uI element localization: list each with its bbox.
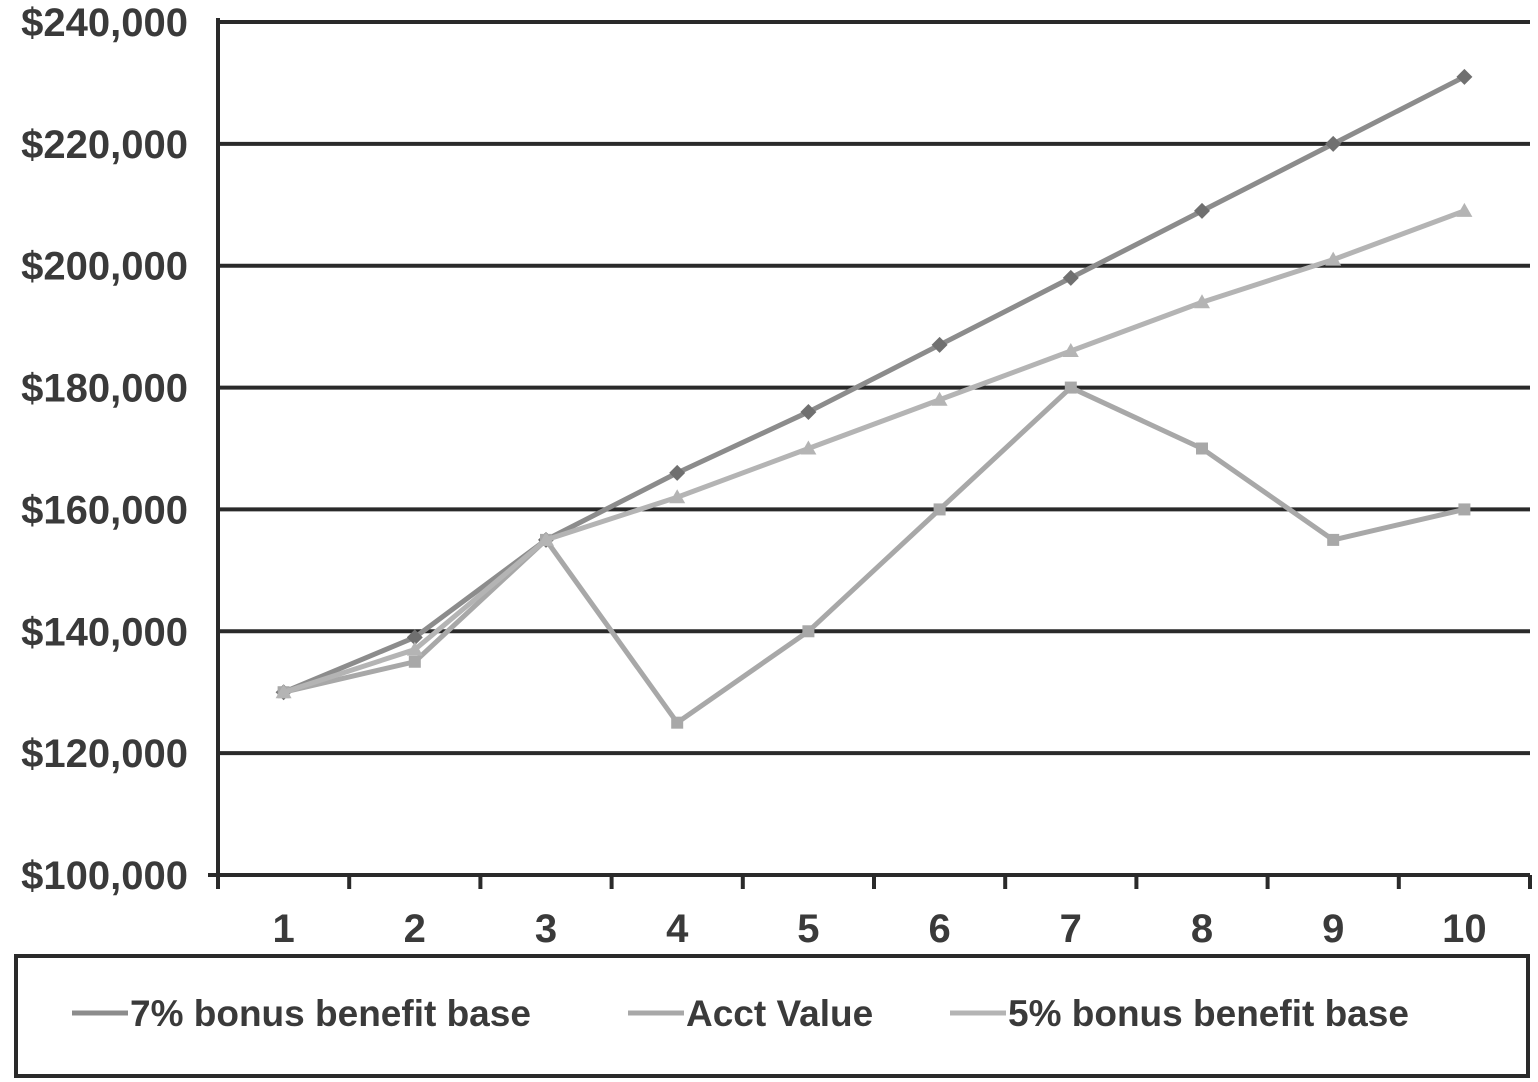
- y-axis-tick-labels: $100,000 $120,000 $140,000 $160,000 $180,000…: [21, 1, 188, 898]
- series-2: [277, 381, 1471, 729]
- data-point: [1325, 251, 1342, 266]
- y-tick-label: $140,000: [21, 610, 188, 654]
- x-axis-tick-labels: 1 2 3 4 5 6 7 8 9 10: [272, 907, 1486, 951]
- x-tick-label: 6: [928, 907, 950, 951]
- x-tick-label: 10: [1442, 907, 1487, 951]
- legend-item: Acct Value: [628, 993, 873, 1034]
- data-point: [1194, 202, 1210, 219]
- data-point: [931, 336, 948, 353]
- data-point: [1327, 533, 1340, 546]
- data-point: [1062, 269, 1079, 286]
- data-point: [669, 464, 686, 481]
- legend-item: 7% bonus benefit base: [72, 993, 531, 1034]
- data-point: [408, 655, 421, 668]
- y-tick-label: $180,000: [21, 367, 188, 411]
- x-tick-label: 1: [272, 907, 294, 951]
- legend-label: 5% bonus benefit base: [1008, 993, 1409, 1034]
- x-tick-label: 7: [1060, 907, 1082, 951]
- data-point: [1194, 294, 1210, 309]
- data-point: [1456, 202, 1473, 217]
- series-line: [283, 385, 1465, 726]
- data-point: [275, 684, 292, 699]
- data-point: [933, 503, 946, 516]
- data-point: [1062, 343, 1079, 358]
- legend-label: Acct Value: [686, 993, 873, 1034]
- series-line: [282, 208, 1466, 695]
- x-tick-label: 5: [797, 907, 819, 951]
- series-line: [282, 74, 1466, 695]
- data-point: [1064, 381, 1077, 394]
- y-tick-label: $160,000: [21, 488, 188, 532]
- axes: [208, 18, 1532, 889]
- legend: 7% bonus benefit base Acct Value 5% bonus …: [14, 954, 1530, 1078]
- data-point: [1456, 68, 1473, 85]
- series-1: [275, 68, 1473, 701]
- y-tick-label: $220,000: [21, 123, 188, 167]
- y-tick-label: $100,000: [21, 854, 188, 898]
- y-tick-label: $240,000: [21, 1, 188, 45]
- data-point: [931, 391, 948, 406]
- x-tick-label: 9: [1322, 907, 1344, 951]
- data-point: [1196, 442, 1208, 455]
- data-point: [1325, 135, 1342, 152]
- legend-box: [14, 954, 1530, 1078]
- data-point: [406, 629, 423, 646]
- data-point: [800, 440, 817, 455]
- x-tick-label: 8: [1191, 907, 1213, 951]
- data-point: [406, 641, 423, 656]
- x-tick-label: 2: [404, 907, 426, 951]
- series-lines: [275, 68, 1473, 729]
- y-tick-label: $120,000: [21, 732, 188, 776]
- y-tick-label: $200,000: [21, 245, 188, 289]
- data-point: [669, 489, 686, 504]
- data-point: [538, 531, 554, 546]
- data-point: [802, 625, 815, 638]
- data-point: [671, 716, 684, 729]
- data-point: [800, 403, 817, 420]
- legend-label: 7% bonus benefit base: [130, 993, 531, 1034]
- data-point: [1458, 503, 1471, 516]
- legend-item: 5% bonus benefit base: [950, 993, 1409, 1034]
- x-tick-label: 3: [535, 907, 557, 951]
- x-tick-label: 4: [666, 907, 689, 951]
- series-3: [275, 202, 1473, 699]
